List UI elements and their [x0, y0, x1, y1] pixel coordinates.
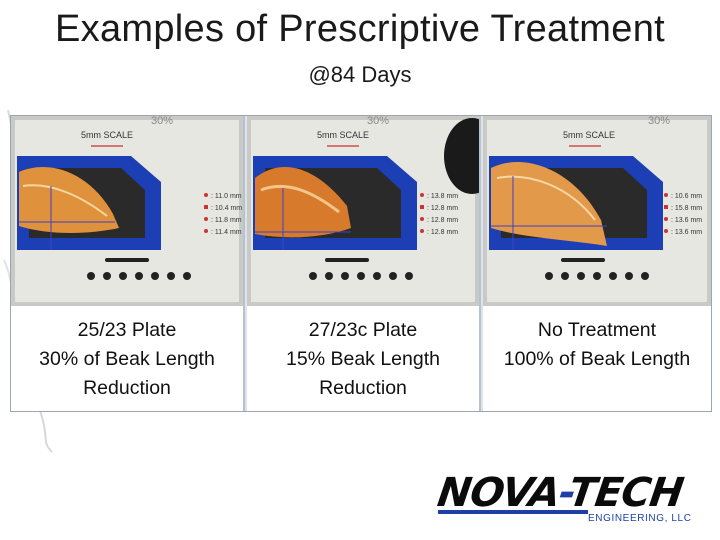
photo-panel-row: 30% 5mm SCALE : 11.0 mm : 10.4 mm : 11.8… — [10, 115, 712, 412]
caption-line: 25/23 Plate — [77, 319, 177, 341]
measurement-2: : 12.8 mm — [427, 205, 458, 212]
measurement-4: : 13.6 mm — [671, 229, 702, 236]
measurement-4: : 12.8 mm — [427, 229, 458, 236]
measurement-1: : 13.8 mm — [427, 193, 458, 200]
beak-photo: 30% 5mm SCALE : 13.8 mm : 12.8 mm : 12.8… — [247, 116, 479, 306]
panel-caption: 27/23c Plate 15% Beak Length Reduction — [247, 316, 479, 403]
measurement-2: : 10.4 mm — [211, 205, 242, 212]
measurement-1: : 10.6 mm — [671, 193, 702, 200]
scale-label: 5mm SCALE — [81, 130, 133, 140]
caption-line: Reduction — [319, 377, 407, 399]
scale-percent-label: 30% — [151, 116, 173, 127]
beak-photo: 30% 5mm SCALE : 11.0 mm : 10.4 mm : 11.8… — [11, 116, 243, 306]
caption-line: Reduction — [83, 377, 171, 399]
caption-line: 30% of Beak Length — [39, 348, 215, 370]
caption-line: 27/23c Plate — [308, 319, 418, 341]
measurement-4: : 11.4 mm — [211, 229, 242, 236]
nova-tech-logo: NOVA-TECH ENGINEERING, LLC — [435, 470, 691, 530]
panel-caption: 25/23 Plate 30% of Beak Length Reduction — [11, 316, 243, 403]
measurement-3: : 12.8 mm — [427, 217, 458, 224]
caption-line: 15% Beak Length — [286, 348, 440, 370]
panel-plate-25-23: 30% 5mm SCALE : 11.0 mm : 10.4 mm : 11.8… — [11, 116, 245, 411]
measurement-1: : 11.0 mm — [211, 193, 242, 200]
scale-label: 5mm SCALE — [317, 130, 369, 140]
panel-plate-27-23c: 30% 5mm SCALE : 13.8 mm : 12.8 mm : 12.8… — [247, 116, 481, 411]
panel-caption: No Treatment 100% of Beak Length — [483, 316, 711, 374]
slide-subtitle: @84 Days — [308, 62, 412, 87]
scale-percent-label: 30% — [648, 116, 670, 127]
measurement-3: : 11.8 mm — [211, 217, 242, 224]
caption-line: 100% of Beak Length — [503, 348, 691, 370]
scale-percent-label: 30% — [367, 116, 389, 127]
beak-photo: 30% 5mm SCALE : 10.6 mm : 15.8 mm : 13.6… — [483, 116, 711, 306]
caption-line: No Treatment — [537, 319, 657, 341]
logo-subtext: ENGINEERING, LLC — [588, 513, 692, 524]
slide-title: Examples of Prescriptive Treatment — [55, 8, 665, 50]
panel-no-treatment: 30% 5mm SCALE : 10.6 mm : 15.8 mm : 13.6… — [483, 116, 711, 411]
scale-label: 5mm SCALE — [563, 130, 615, 140]
measurement-3: : 13.6 mm — [671, 217, 702, 224]
measurement-2: : 15.8 mm — [671, 205, 702, 212]
logo-underline — [438, 510, 588, 514]
